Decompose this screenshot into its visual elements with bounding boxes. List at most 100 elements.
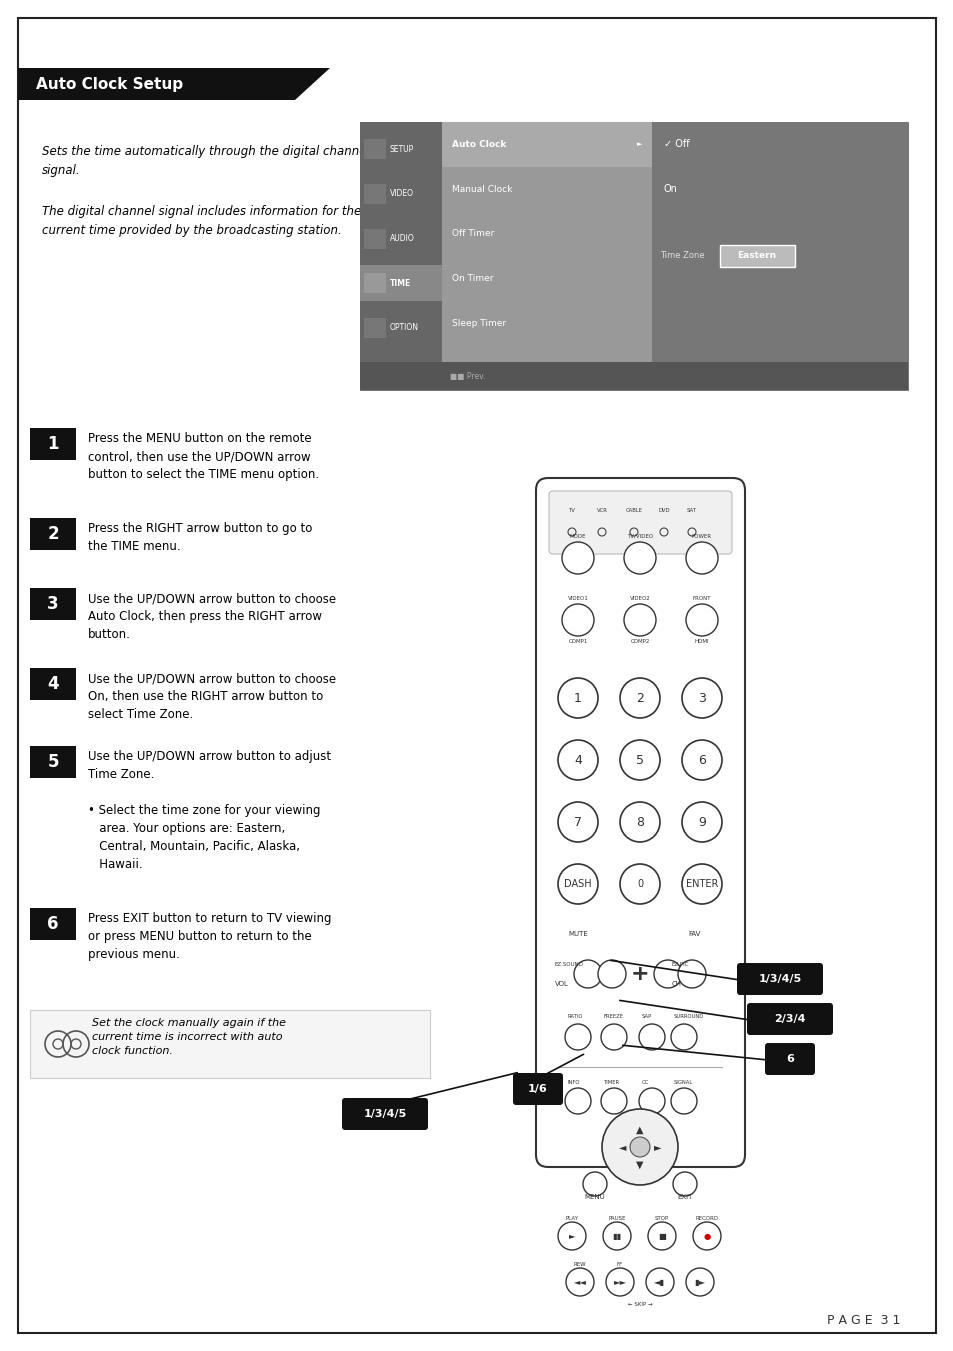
FancyBboxPatch shape xyxy=(30,667,76,700)
Text: 6: 6 xyxy=(698,754,705,766)
Circle shape xyxy=(647,1223,676,1250)
FancyBboxPatch shape xyxy=(364,362,386,382)
Text: Manual Clock: Manual Clock xyxy=(452,185,512,193)
Text: 4: 4 xyxy=(47,676,59,693)
Circle shape xyxy=(681,802,721,842)
FancyBboxPatch shape xyxy=(536,478,744,1167)
Text: Use the UP/DOWN arrow button to adjust
Time Zone.

• Select the time zone for yo: Use the UP/DOWN arrow button to adjust T… xyxy=(88,750,331,871)
Text: Use the UP/DOWN arrow button to choose
On, then use the RIGHT arrow button to
se: Use the UP/DOWN arrow button to choose O… xyxy=(88,671,335,721)
Text: Use the UP/DOWN arrow button to choose
Auto Clock, then press the RIGHT arrow
bu: Use the UP/DOWN arrow button to choose A… xyxy=(88,592,335,640)
Text: PLAY: PLAY xyxy=(565,1216,578,1220)
Text: MENU: MENU xyxy=(584,1194,605,1200)
Circle shape xyxy=(582,1173,606,1196)
Circle shape xyxy=(558,740,598,780)
FancyBboxPatch shape xyxy=(513,1073,562,1105)
Circle shape xyxy=(692,1223,720,1250)
Text: ►: ► xyxy=(637,142,642,147)
Text: SIGNAL: SIGNAL xyxy=(673,1081,693,1085)
Circle shape xyxy=(619,865,659,904)
Circle shape xyxy=(623,542,656,574)
Text: 4: 4 xyxy=(574,754,581,766)
Text: DVD: DVD xyxy=(658,508,669,513)
Text: Set the clock manually again if the
current time is incorrect with auto
clock fu: Set the clock manually again if the curr… xyxy=(91,1019,286,1056)
Circle shape xyxy=(558,1223,585,1250)
Text: COMP2: COMP2 xyxy=(630,639,649,644)
Text: MODE: MODE xyxy=(569,534,586,539)
Text: TV/VIDEO: TV/VIDEO xyxy=(626,534,653,539)
Circle shape xyxy=(564,1088,590,1115)
Text: EZ.PIC: EZ.PIC xyxy=(671,962,689,966)
Circle shape xyxy=(574,961,601,988)
Text: On: On xyxy=(663,184,678,195)
Text: FAV: FAV xyxy=(687,931,700,938)
FancyBboxPatch shape xyxy=(441,122,651,166)
Text: Sets the time automatically through the digital channel
signal.: Sets the time automatically through the … xyxy=(42,145,370,177)
Text: Auto Clock: Auto Clock xyxy=(452,141,506,149)
Text: STOP: STOP xyxy=(654,1216,668,1220)
FancyBboxPatch shape xyxy=(737,963,822,994)
Text: ●: ● xyxy=(702,1232,710,1240)
FancyBboxPatch shape xyxy=(364,317,386,338)
Text: CC: CC xyxy=(641,1081,649,1085)
Circle shape xyxy=(605,1269,634,1296)
Text: RATIO: RATIO xyxy=(567,1015,583,1020)
Polygon shape xyxy=(18,68,330,100)
Text: AUDIO: AUDIO xyxy=(390,234,415,243)
Text: 2/3/4: 2/3/4 xyxy=(774,1015,805,1024)
Text: 0: 0 xyxy=(637,880,642,889)
FancyBboxPatch shape xyxy=(341,1098,428,1129)
Text: ■■ Prev.: ■■ Prev. xyxy=(450,372,485,381)
FancyBboxPatch shape xyxy=(364,228,386,249)
Circle shape xyxy=(600,1088,626,1115)
Text: POWER: POWER xyxy=(691,534,711,539)
Text: 2: 2 xyxy=(636,692,643,704)
Circle shape xyxy=(600,1024,626,1050)
Text: CH: CH xyxy=(671,981,681,988)
Text: SETUP: SETUP xyxy=(390,145,414,154)
Text: Eastern: Eastern xyxy=(737,251,776,261)
Circle shape xyxy=(565,1269,594,1296)
Text: 1/3/4/5: 1/3/4/5 xyxy=(758,974,801,984)
Text: SURROUND: SURROUND xyxy=(673,1015,703,1020)
FancyBboxPatch shape xyxy=(30,428,76,459)
Text: ■: ■ xyxy=(658,1232,665,1240)
Text: Sleep Timer: Sleep Timer xyxy=(452,319,506,327)
Text: 8: 8 xyxy=(636,816,643,828)
Text: 1/3/4/5: 1/3/4/5 xyxy=(363,1109,406,1119)
FancyBboxPatch shape xyxy=(359,122,907,390)
Text: ▼: ▼ xyxy=(636,1159,643,1170)
Text: ◄: ◄ xyxy=(618,1142,625,1152)
Text: 6: 6 xyxy=(48,915,59,934)
Circle shape xyxy=(654,961,681,988)
Text: The digital channel signal includes information for the
current time provided by: The digital channel signal includes info… xyxy=(42,205,361,236)
Text: 3: 3 xyxy=(698,692,705,704)
Text: FF: FF xyxy=(617,1262,622,1266)
Text: VIDEO: VIDEO xyxy=(390,189,414,199)
Text: ← SKIP →: ← SKIP → xyxy=(627,1301,652,1306)
Text: 6: 6 xyxy=(785,1054,793,1065)
Circle shape xyxy=(685,604,718,636)
Text: Press EXIT button to return to TV viewing
or press MENU button to return to the
: Press EXIT button to return to TV viewin… xyxy=(88,912,331,961)
FancyBboxPatch shape xyxy=(359,362,907,390)
Circle shape xyxy=(670,1088,697,1115)
Text: ►: ► xyxy=(568,1232,575,1240)
Circle shape xyxy=(685,1269,713,1296)
Text: TV: TV xyxy=(568,508,575,513)
Text: MUTE: MUTE xyxy=(567,931,587,938)
Text: TIMER: TIMER xyxy=(603,1081,619,1085)
Circle shape xyxy=(681,740,721,780)
Text: FREEZE: FREEZE xyxy=(603,1015,623,1020)
Text: 1: 1 xyxy=(48,435,59,453)
Circle shape xyxy=(645,1269,673,1296)
Circle shape xyxy=(678,961,705,988)
FancyBboxPatch shape xyxy=(30,908,76,940)
Text: SAT: SAT xyxy=(686,508,697,513)
Text: ◄▮: ◄▮ xyxy=(654,1278,665,1286)
Circle shape xyxy=(601,1109,678,1185)
Text: ►►: ►► xyxy=(613,1278,626,1286)
Text: Auto Off: Auto Off xyxy=(452,363,489,372)
Text: ▲: ▲ xyxy=(636,1124,643,1135)
Circle shape xyxy=(619,802,659,842)
Text: Auto Clock Setup: Auto Clock Setup xyxy=(36,77,183,92)
Text: RECORD: RECORD xyxy=(695,1216,718,1220)
